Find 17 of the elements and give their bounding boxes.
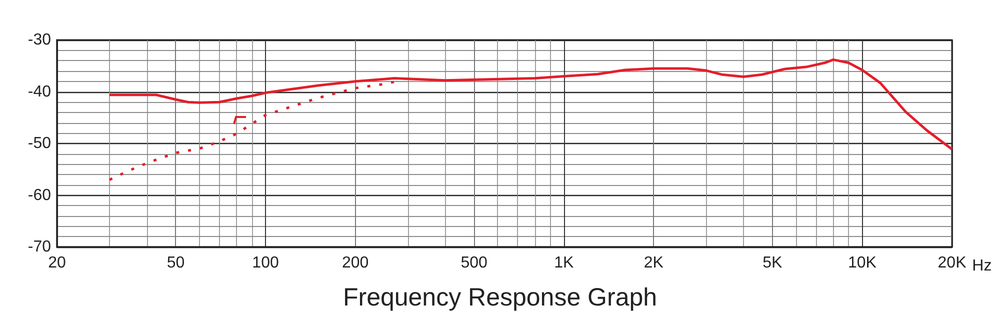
- x-tick-label: 10K: [848, 254, 877, 272]
- x-tick-label: 20: [48, 254, 66, 272]
- x-tick-label: 500: [460, 254, 488, 272]
- text: Frequency Response Graph: [342, 284, 658, 312]
- x-tick-label: 2K: [644, 254, 664, 272]
- y-tick-label: -30: [28, 32, 52, 48]
- x-tick-label: 5K: [762, 254, 782, 272]
- x-tick-label: 50: [166, 254, 185, 272]
- x-tick-label: 1K: [554, 254, 574, 272]
- x-tick-label: 20K: [938, 254, 967, 272]
- x-axis-title: Hz: [972, 258, 992, 274]
- x-tick-label: 200: [342, 254, 369, 272]
- y-tick-label: -60: [28, 186, 52, 204]
- y-tick-label: -50: [28, 135, 52, 152]
- y-tick-label: -70: [28, 238, 52, 256]
- x-tick-label: 100: [252, 254, 279, 272]
- y-tick-label: -40: [28, 83, 52, 100]
